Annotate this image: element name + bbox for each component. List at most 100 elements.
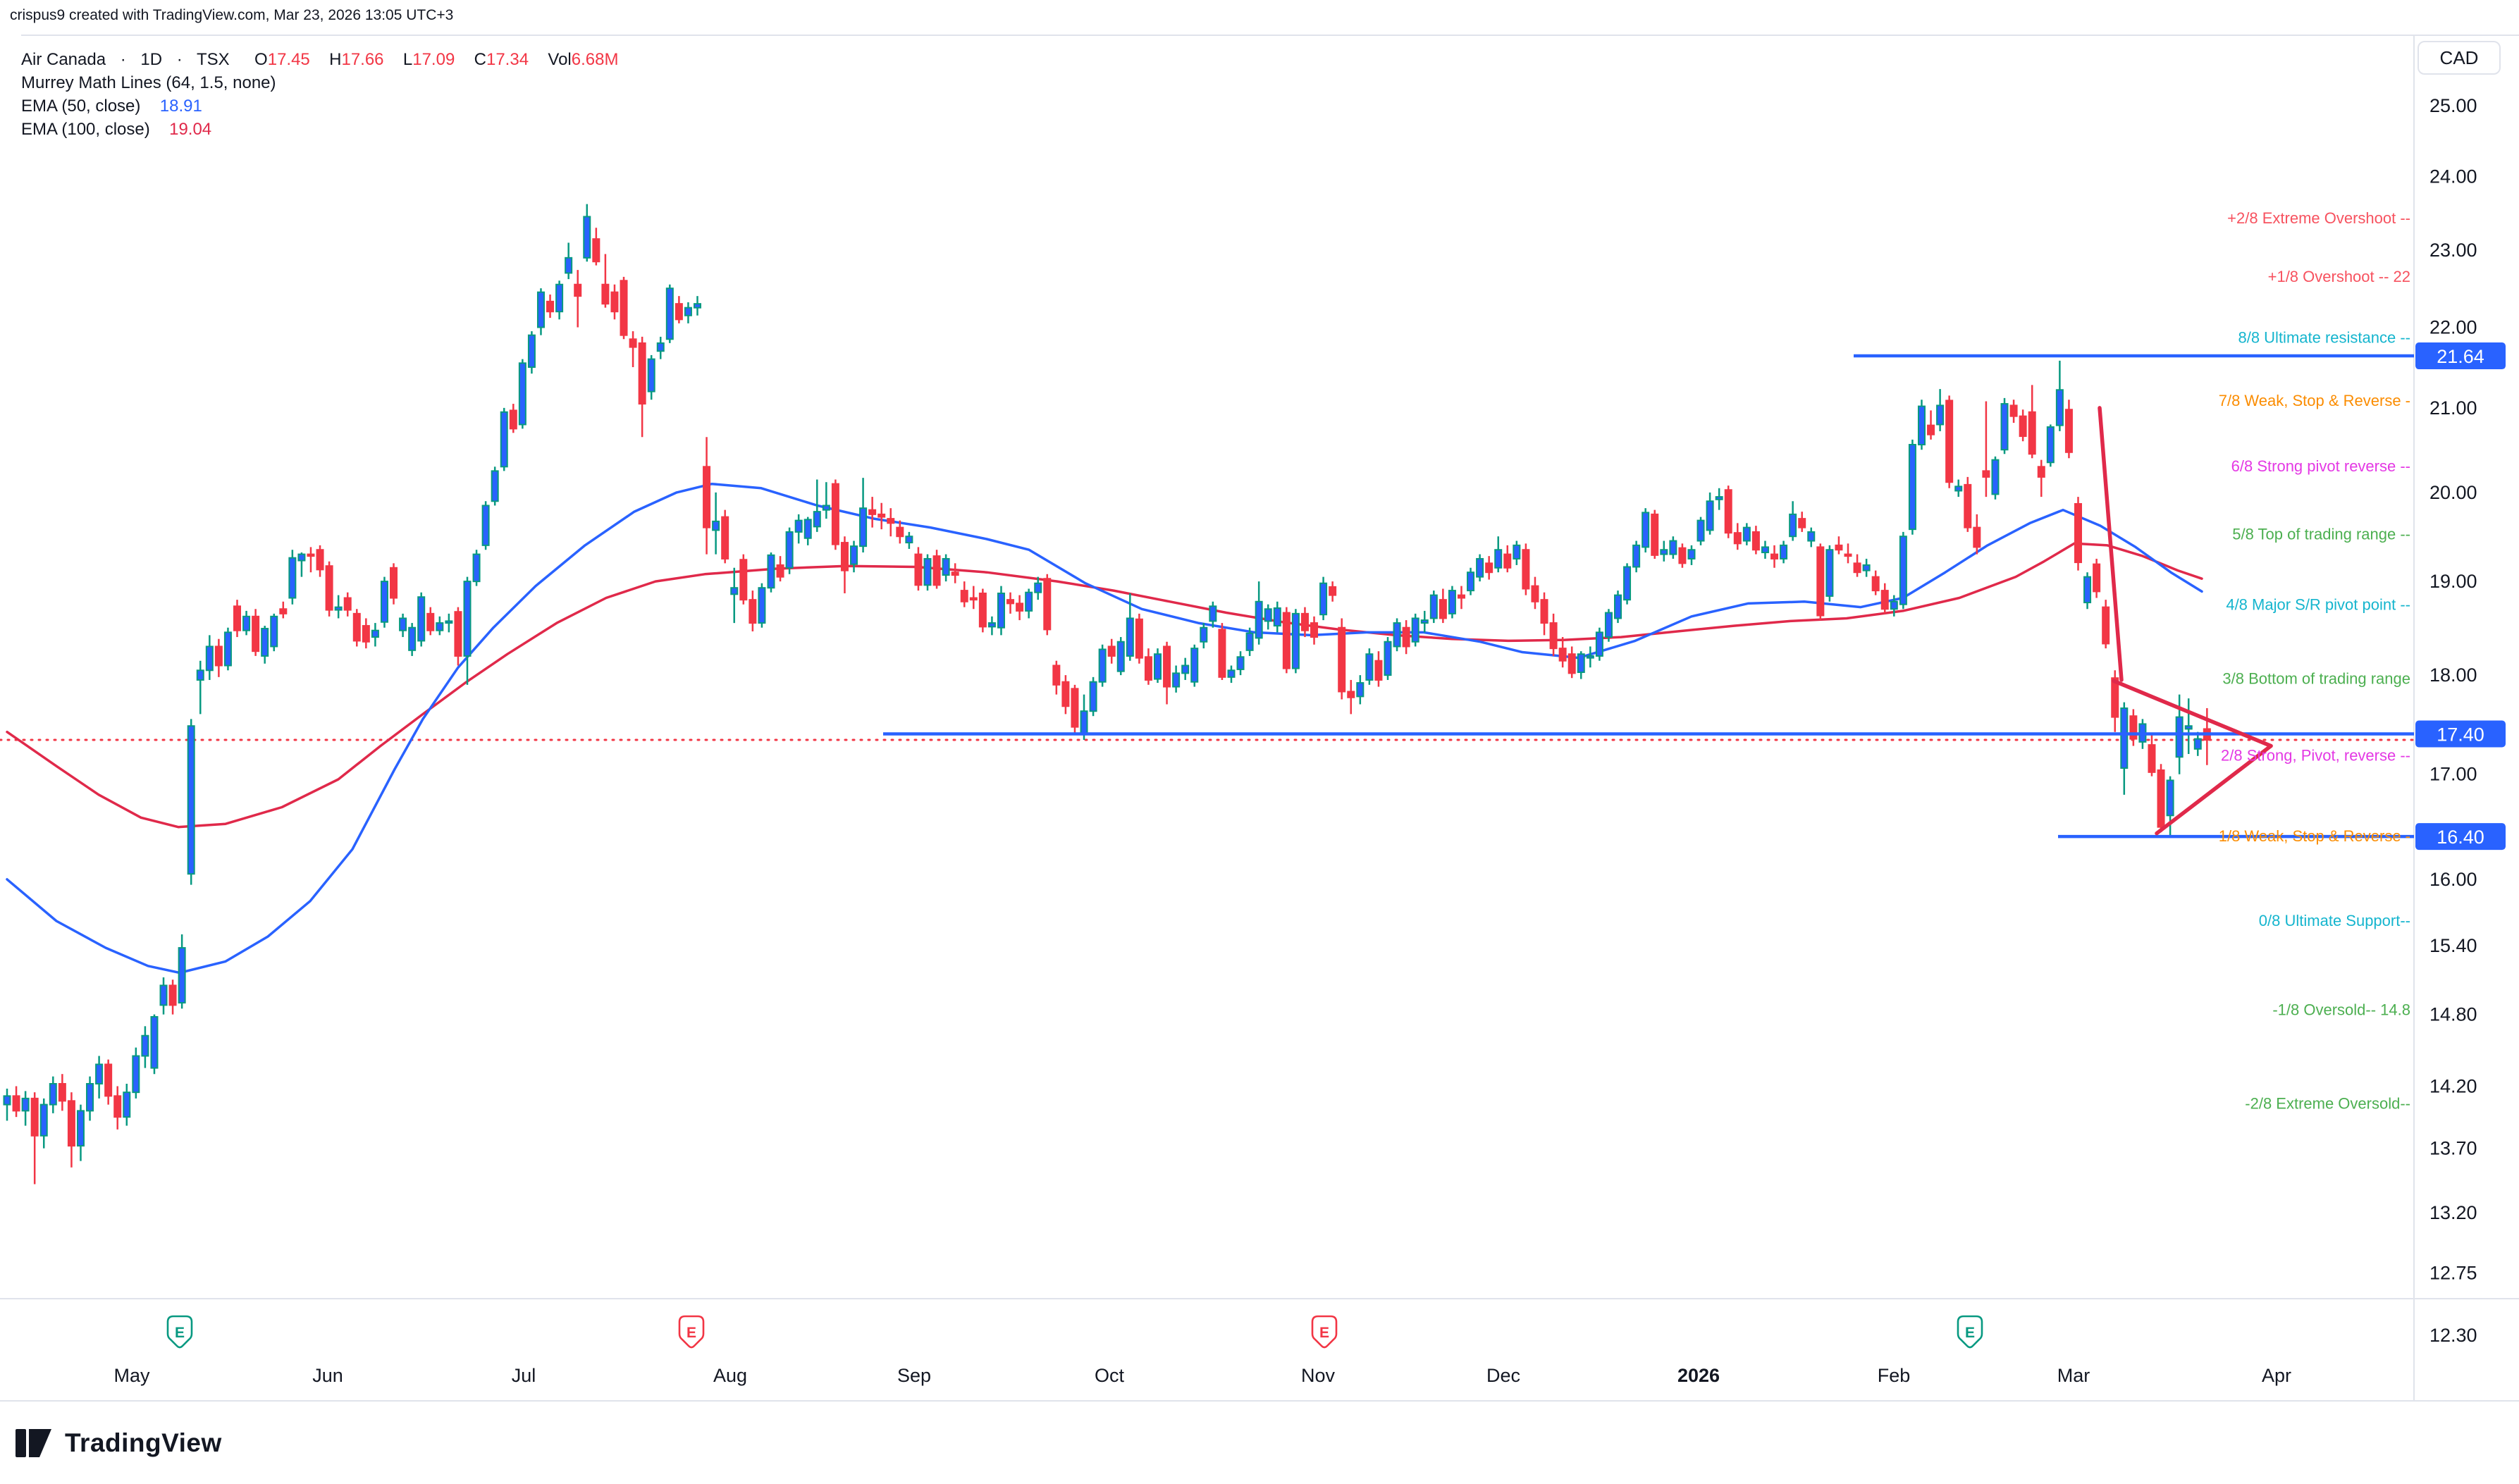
candle[interactable] <box>850 540 858 573</box>
candle[interactable] <box>1669 536 1677 559</box>
candle[interactable] <box>86 1076 94 1121</box>
earnings-icon[interactable]: E <box>1957 1315 1983 1349</box>
candle[interactable] <box>399 613 407 638</box>
candle[interactable] <box>1936 389 1945 431</box>
currency-button[interactable]: CAD <box>2418 41 2501 75</box>
candle[interactable] <box>785 527 794 574</box>
candle[interactable] <box>2102 600 2110 649</box>
candle[interactable] <box>2055 360 2064 431</box>
candle[interactable] <box>1071 684 1079 734</box>
candle[interactable] <box>620 276 628 340</box>
candle[interactable] <box>1696 517 1705 545</box>
candle[interactable] <box>601 254 610 308</box>
candle[interactable] <box>141 1026 149 1068</box>
candle[interactable] <box>2009 400 2018 423</box>
candle[interactable] <box>712 492 720 555</box>
candle[interactable] <box>1154 648 1162 684</box>
legend-indicator-ema50[interactable]: EMA (50, close) 18.91 <box>21 94 618 118</box>
candle[interactable] <box>1642 508 1650 553</box>
candle[interactable] <box>463 576 472 685</box>
candle[interactable] <box>1751 526 1760 555</box>
candle[interactable] <box>1660 540 1668 562</box>
candle[interactable] <box>1420 610 1429 633</box>
candle[interactable] <box>583 204 591 262</box>
candle[interactable] <box>39 1098 48 1149</box>
candle[interactable] <box>960 581 968 607</box>
candle[interactable] <box>417 592 426 647</box>
candle[interactable] <box>2019 409 2027 442</box>
candle[interactable] <box>261 626 269 664</box>
candle[interactable] <box>2028 385 2036 459</box>
candle[interactable] <box>868 497 877 528</box>
symbol-name[interactable]: Air Canada <box>21 50 106 69</box>
candle[interactable] <box>638 336 646 438</box>
candle[interactable] <box>1467 567 1475 595</box>
candle[interactable] <box>223 627 232 671</box>
candle[interactable] <box>30 1092 39 1185</box>
candle[interactable] <box>969 586 978 610</box>
candle[interactable] <box>1393 618 1401 652</box>
candle[interactable] <box>1116 637 1125 676</box>
candle[interactable] <box>132 1047 140 1099</box>
candle[interactable] <box>1236 651 1245 676</box>
candle[interactable] <box>1402 620 1410 655</box>
candle[interactable] <box>629 331 637 368</box>
candle[interactable] <box>1917 400 1926 450</box>
candle[interactable] <box>794 514 803 544</box>
candle[interactable] <box>758 583 766 628</box>
candle[interactable] <box>1329 581 1337 602</box>
candle[interactable] <box>21 1091 30 1126</box>
candle[interactable] <box>1365 648 1374 685</box>
candle[interactable] <box>390 563 398 605</box>
candle[interactable] <box>491 466 499 506</box>
candle[interactable] <box>1107 638 1116 664</box>
earnings-icon[interactable]: E <box>678 1315 705 1349</box>
candle[interactable] <box>1513 540 1521 565</box>
candle[interactable] <box>1844 543 1852 564</box>
candle[interactable] <box>270 613 278 652</box>
trend-line-3[interactable] <box>2155 743 2273 836</box>
candle[interactable] <box>887 508 895 537</box>
candle[interactable] <box>1172 665 1181 693</box>
candle[interactable] <box>371 623 379 647</box>
candle[interactable] <box>252 609 260 656</box>
candle[interactable] <box>325 561 333 617</box>
candle[interactable] <box>684 302 692 323</box>
candle[interactable] <box>1807 527 1816 548</box>
candle[interactable] <box>168 979 177 1015</box>
candle[interactable] <box>1595 627 1603 661</box>
candle[interactable] <box>859 478 868 553</box>
candle[interactable] <box>831 479 839 550</box>
candle[interactable] <box>2046 424 2055 467</box>
candle[interactable] <box>1890 595 1898 617</box>
candle[interactable] <box>104 1059 113 1105</box>
candle[interactable] <box>1016 595 1024 621</box>
candle[interactable] <box>196 660 204 715</box>
price-axis[interactable]: 25.00 24.00 23.00 22.00 21.00 20.00 19.00 18.00… <box>2429 95 2477 1346</box>
candle[interactable] <box>95 1056 104 1099</box>
candle[interactable] <box>1724 486 1732 538</box>
candle[interactable] <box>1733 523 1742 550</box>
candle[interactable] <box>316 545 324 577</box>
candle[interactable] <box>242 610 251 636</box>
candle[interactable] <box>1181 657 1190 680</box>
candle[interactable] <box>1761 540 1769 559</box>
candle[interactable] <box>1945 395 1954 488</box>
candle[interactable] <box>1052 660 1061 695</box>
candle[interactable] <box>2000 397 2009 455</box>
candle[interactable] <box>840 536 849 594</box>
candle[interactable] <box>1310 616 1319 645</box>
candle[interactable] <box>518 359 526 429</box>
candle[interactable] <box>1586 646 1594 668</box>
candle[interactable] <box>1061 675 1070 715</box>
candle[interactable] <box>536 288 545 335</box>
candle[interactable] <box>1347 679 1355 715</box>
candle[interactable] <box>555 280 564 320</box>
candle[interactable] <box>1144 648 1152 685</box>
candle[interactable] <box>1540 592 1548 636</box>
candle[interactable] <box>694 296 701 316</box>
candle[interactable] <box>803 517 812 545</box>
candle[interactable] <box>896 520 904 544</box>
candle[interactable] <box>1135 613 1143 664</box>
